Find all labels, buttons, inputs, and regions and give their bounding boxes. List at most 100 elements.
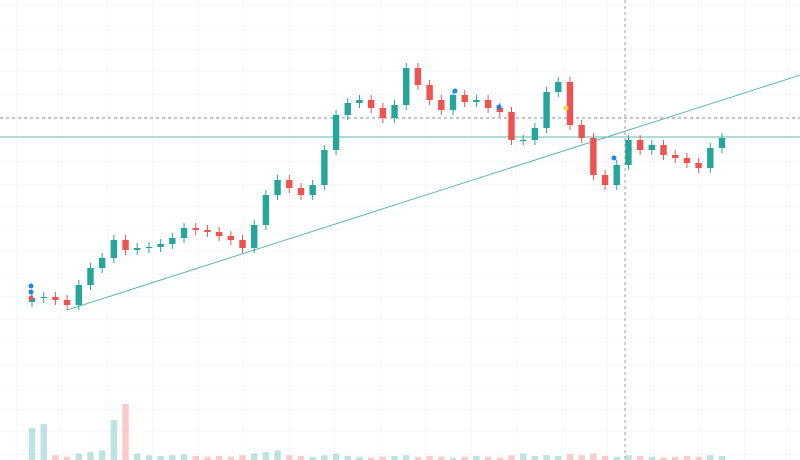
volume-bar (215, 456, 223, 460)
candle-body (75, 285, 82, 305)
trendline (66, 74, 800, 311)
candle-body (122, 240, 129, 250)
volume-bar (403, 455, 410, 460)
volume-bar (180, 454, 188, 460)
volume-bar (98, 450, 106, 460)
candle-body (87, 268, 94, 285)
marker (452, 88, 458, 94)
volume-bar (601, 456, 609, 460)
volume-bar (414, 456, 422, 460)
volume-bar (286, 455, 293, 460)
candle-body (519, 140, 527, 141)
candle-body (718, 138, 726, 148)
candle-body (157, 244, 164, 247)
volume-bar (239, 455, 246, 460)
candle-body (601, 175, 609, 185)
candle-body (227, 236, 235, 240)
candle-body (40, 297, 47, 298)
candle-body (344, 103, 351, 115)
volume-bar (321, 455, 328, 460)
volume-bar (484, 456, 492, 460)
candle-body (648, 145, 656, 150)
candle-body (414, 68, 422, 85)
candle-body (286, 180, 293, 188)
candle-body (367, 100, 375, 108)
volume-bar (344, 456, 351, 460)
volume-bar (379, 456, 387, 460)
candle-body (683, 158, 691, 163)
volume-bar (648, 456, 656, 460)
candle-body (672, 155, 679, 158)
volume-bar (145, 455, 153, 460)
volume-bar (473, 456, 480, 460)
candle-body (590, 138, 597, 175)
volume-bar (134, 453, 141, 460)
volume-bar (332, 453, 340, 460)
candle-body (543, 92, 550, 128)
candle-body (192, 228, 199, 230)
volume-bar (28, 428, 36, 460)
volume-bar (508, 455, 515, 460)
candle-body (169, 238, 176, 244)
volume-bar (52, 455, 59, 460)
candle-body (636, 140, 644, 150)
volume-bar (449, 457, 457, 460)
candle-body (578, 125, 585, 138)
candle-body (660, 145, 667, 155)
volume-bar (613, 456, 620, 460)
candle-body (110, 240, 118, 258)
marker (28, 289, 34, 295)
marker (28, 295, 34, 301)
candle-body (508, 112, 515, 140)
volume-bar (519, 453, 527, 460)
volume-bar (636, 456, 644, 460)
candle-body (309, 185, 316, 195)
candle-body (438, 100, 445, 110)
candle-body (695, 163, 702, 168)
candle-body (461, 95, 468, 102)
volume-bar (309, 456, 316, 460)
volume-bar (110, 420, 118, 460)
volume-bar (192, 456, 199, 460)
volume-bar (555, 456, 562, 460)
volume-bar (683, 456, 691, 460)
volume-bar (262, 452, 270, 460)
volume-bar (391, 456, 398, 460)
volume-bar (566, 454, 574, 460)
volume-bar (87, 452, 94, 460)
candle-body (250, 225, 258, 248)
volume-bar (122, 404, 129, 460)
candle-body (239, 240, 246, 248)
volume-bar (625, 455, 632, 460)
candle-body (180, 228, 188, 238)
candle-body (613, 165, 620, 185)
volume-bar (695, 456, 702, 460)
candle-body (426, 85, 433, 100)
candle-body (473, 100, 480, 102)
marker (28, 283, 34, 289)
candle-body (215, 232, 223, 236)
candle-body (379, 108, 387, 118)
candle-body (496, 108, 504, 112)
volume-bar (672, 456, 679, 460)
candle-body (145, 247, 153, 248)
candle-body (297, 188, 305, 195)
candle-body (707, 148, 714, 168)
candle-body (274, 180, 281, 195)
candle-body (321, 150, 328, 185)
volume-bar (543, 455, 550, 460)
candle-body (52, 297, 59, 300)
volume-bar (75, 453, 82, 460)
volume-bar (496, 457, 504, 460)
candle-body (531, 128, 539, 140)
candle-body (484, 100, 492, 108)
volume-bar (356, 456, 363, 460)
candle-body (555, 82, 562, 92)
volume-bar (531, 456, 539, 460)
volume-bar (590, 453, 597, 460)
candle-body (449, 95, 457, 110)
volume-bar (63, 456, 71, 460)
volume-bar (40, 424, 47, 460)
volume-bar (367, 457, 375, 460)
